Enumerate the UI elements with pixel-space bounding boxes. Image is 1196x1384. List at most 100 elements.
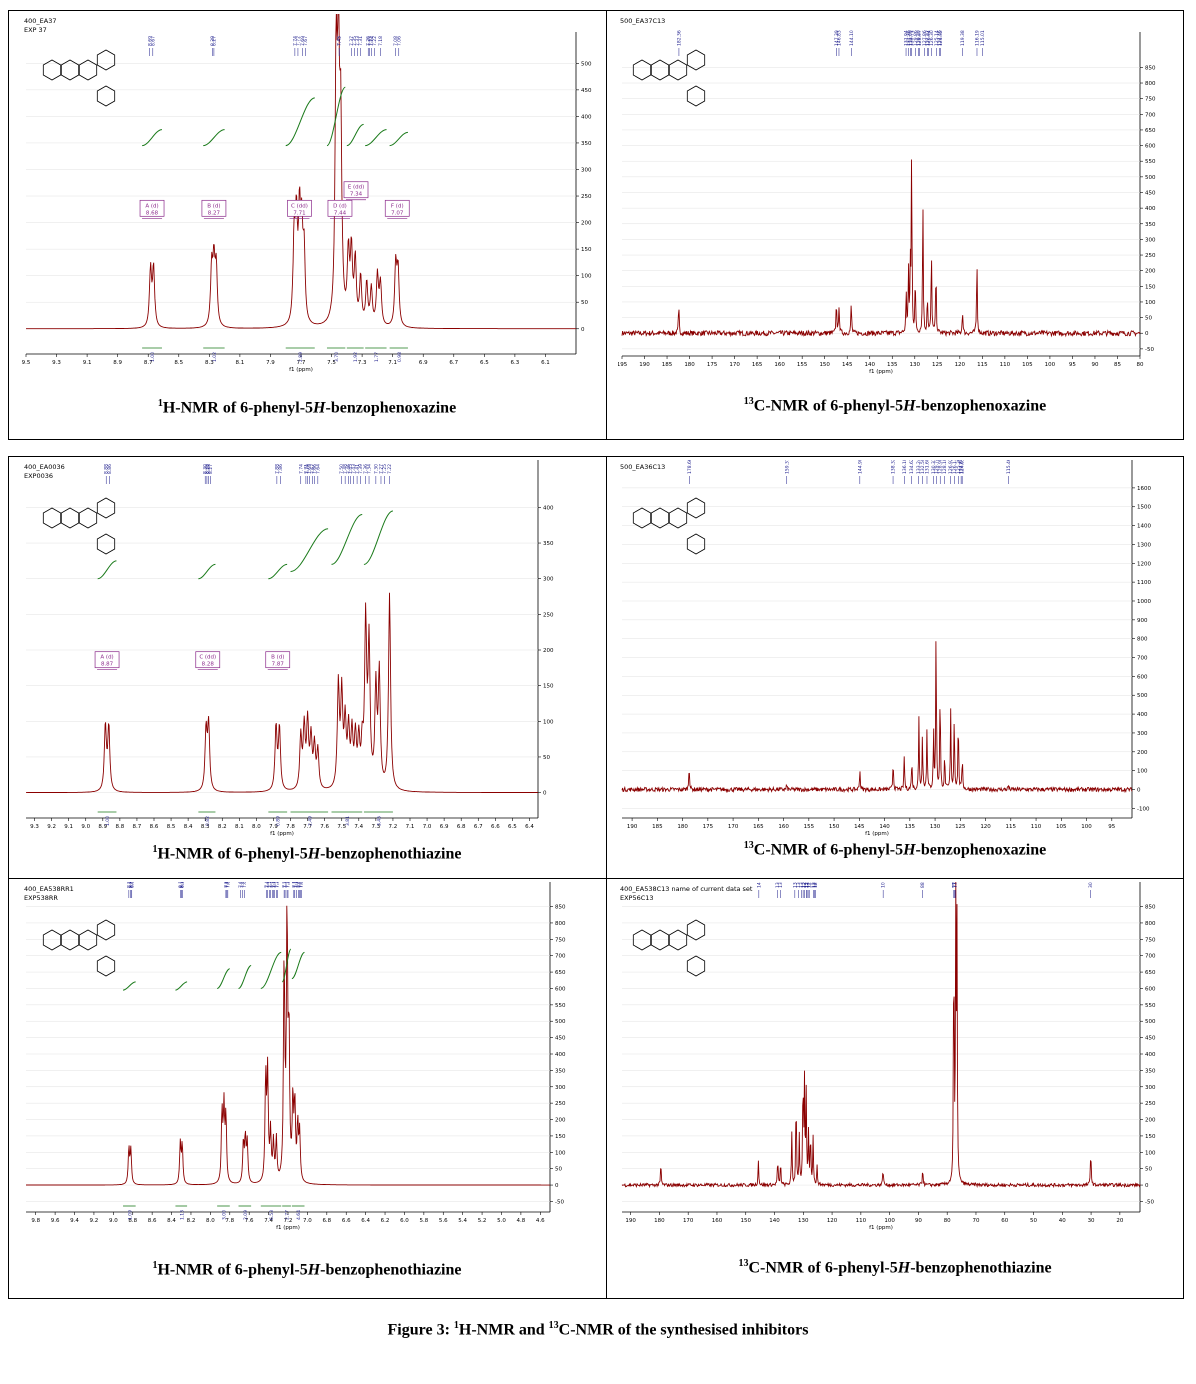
- peak-pick-label: 88.52: [920, 882, 926, 888]
- peak-pick-label: 144.90: [857, 460, 863, 474]
- y-tick-label: 300: [543, 577, 554, 583]
- y-tick-label: 100: [555, 1150, 566, 1156]
- integral-value: 0.82: [205, 816, 211, 826]
- peak-pick-label: 115.46: [1006, 460, 1012, 474]
- structure-ring: [42, 929, 62, 951]
- x-tick-label: 170: [729, 362, 740, 368]
- structure-ring: [60, 929, 80, 951]
- peak-pick-label: 7.43: [351, 464, 357, 474]
- caption-text: C-NMR of 6-phenyl-5: [753, 397, 904, 415]
- y-tick-label: 700: [1137, 656, 1148, 662]
- peak-pick-label: 7.25: [382, 464, 388, 474]
- y-tick-label: 200: [555, 1118, 566, 1124]
- peak-pick-label: 8.29: [204, 464, 210, 474]
- panel-1h-benzophenothiazine-a: 400_EA0036 EXP0036 0 50 100 150 200 250 300 350 40…: [22, 460, 600, 840]
- chart-13c-benzophenoxazine: 500_EA37C13 -50 0 50 100 150 200 250 300 350 400 45…: [618, 17, 1156, 375]
- x-tick-label: 185: [662, 362, 673, 368]
- peak-pick-label: 77.46: [952, 882, 958, 888]
- y-tick-label: 150: [555, 1134, 566, 1140]
- multiplet-box: [195, 651, 221, 669]
- x-tick-label: 7.7: [297, 360, 306, 366]
- x-axis-label: f1 (ppm): [270, 831, 294, 837]
- structure-ring: [78, 59, 98, 81]
- peak-pick-label: 7.20: [286, 882, 292, 888]
- multiplet-shift: 8.27: [208, 210, 221, 216]
- x-tick-label: 7.2: [389, 824, 398, 830]
- integral-curve: [203, 129, 225, 147]
- structure-drawing: [42, 497, 116, 555]
- frame-divider-bottom: [606, 456, 607, 1299]
- peak-pick-label: 7.72: [295, 36, 301, 46]
- x-tick-label: 8.8: [128, 1218, 137, 1224]
- x-tick-label: 170: [683, 1218, 694, 1224]
- spectrum-header: 500_EA37C13: [620, 17, 665, 25]
- peak-pick-label: 128.06: [806, 882, 812, 888]
- peak-pick-label: 8.28: [210, 36, 216, 46]
- peak-pick-label: 124.32: [938, 30, 944, 46]
- integral-value: 1.09: [127, 1210, 133, 1220]
- y-tick-label: -100: [1137, 806, 1150, 812]
- y-tick-label: 200: [581, 221, 592, 227]
- caption-sup: 13: [738, 1258, 749, 1269]
- x-tick-label: 150: [740, 1218, 751, 1224]
- y-tick-label: 450: [1145, 190, 1156, 196]
- peak-pick-label: 7.82: [225, 882, 231, 888]
- x-tick-label: 5.2: [478, 1218, 487, 1224]
- integral-curve: [216, 968, 230, 989]
- peak-pick-label: 7.34: [367, 464, 373, 474]
- structure-drawing: [632, 49, 706, 107]
- multiplet-box: [384, 199, 410, 217]
- integral-curve: [122, 981, 136, 991]
- multiplet-box: [201, 199, 227, 217]
- peak-pick-label: 124.46: [937, 30, 943, 46]
- structure-ring: [96, 919, 116, 941]
- x-tick-label: 5.0: [497, 1218, 506, 1224]
- caption-text: H-NMR of 6-phenyl-5: [157, 1261, 308, 1279]
- y-tick-label: 350: [1145, 1068, 1156, 1074]
- multiplet-shift: 8.87: [101, 662, 114, 668]
- peak-pick-label: 128.96: [804, 882, 810, 888]
- x-tick-label: 130: [930, 824, 941, 830]
- peak-pick-label: 124.63: [960, 460, 966, 474]
- x-tick-label: 100: [1045, 362, 1056, 368]
- x-tick-label: 150: [819, 362, 830, 368]
- y-tick-label: 450: [555, 1036, 566, 1042]
- x-tick-label: 4.8: [517, 1218, 526, 1224]
- multiplet-letter: A (d): [100, 655, 113, 661]
- peak-pick-label: 8.88: [104, 464, 110, 474]
- x-tick-label: 130: [798, 1218, 809, 1224]
- peak-pick-label: 77.15: [953, 882, 959, 888]
- x-tick-label: 110: [1031, 824, 1042, 830]
- peak-pick-label: 7.70: [305, 464, 311, 474]
- peak-pick-label: 124.84: [959, 460, 965, 474]
- x-tick-label: 8.3: [201, 824, 210, 830]
- structure-ring: [686, 919, 706, 941]
- peak-pick-label: 8.82: [128, 882, 134, 888]
- peak-pick-label: 127.22: [925, 30, 931, 46]
- peak-pick-label: 130.06: [801, 882, 807, 888]
- x-tick-label: 130: [910, 362, 921, 368]
- peak-pick-label: 7.45: [337, 36, 343, 46]
- x-tick-label: 190: [627, 824, 638, 830]
- peak-pick-label: 7.42: [264, 882, 270, 888]
- structure-ring: [78, 929, 98, 951]
- multiplet-shift: 7.87: [272, 662, 285, 668]
- panel-13c-benzophenothiazine: 400_EA538C13 name of current data set EXP…: [618, 882, 1178, 1240]
- multiplet-shift: 8.68: [146, 210, 159, 216]
- integral-value: 1.92: [353, 352, 359, 362]
- peak-pick-label: 7.46: [346, 464, 352, 474]
- x-tick-label: 125: [932, 362, 943, 368]
- peak-pick-label: 8.30: [179, 882, 185, 888]
- structure-ring: [632, 929, 652, 951]
- x-tick-label: 8.4: [184, 824, 193, 830]
- multiplet-letter: E (dd): [348, 185, 365, 191]
- x-tick-label: 90: [915, 1218, 922, 1224]
- integral-curve: [142, 129, 163, 147]
- peak-pick-label: 7.66: [312, 464, 318, 474]
- y-tick-label: 800: [1145, 81, 1156, 87]
- structure-ring: [42, 507, 62, 529]
- x-tick-label: 40: [1059, 1218, 1066, 1224]
- y-tick-label: 0: [1145, 331, 1149, 337]
